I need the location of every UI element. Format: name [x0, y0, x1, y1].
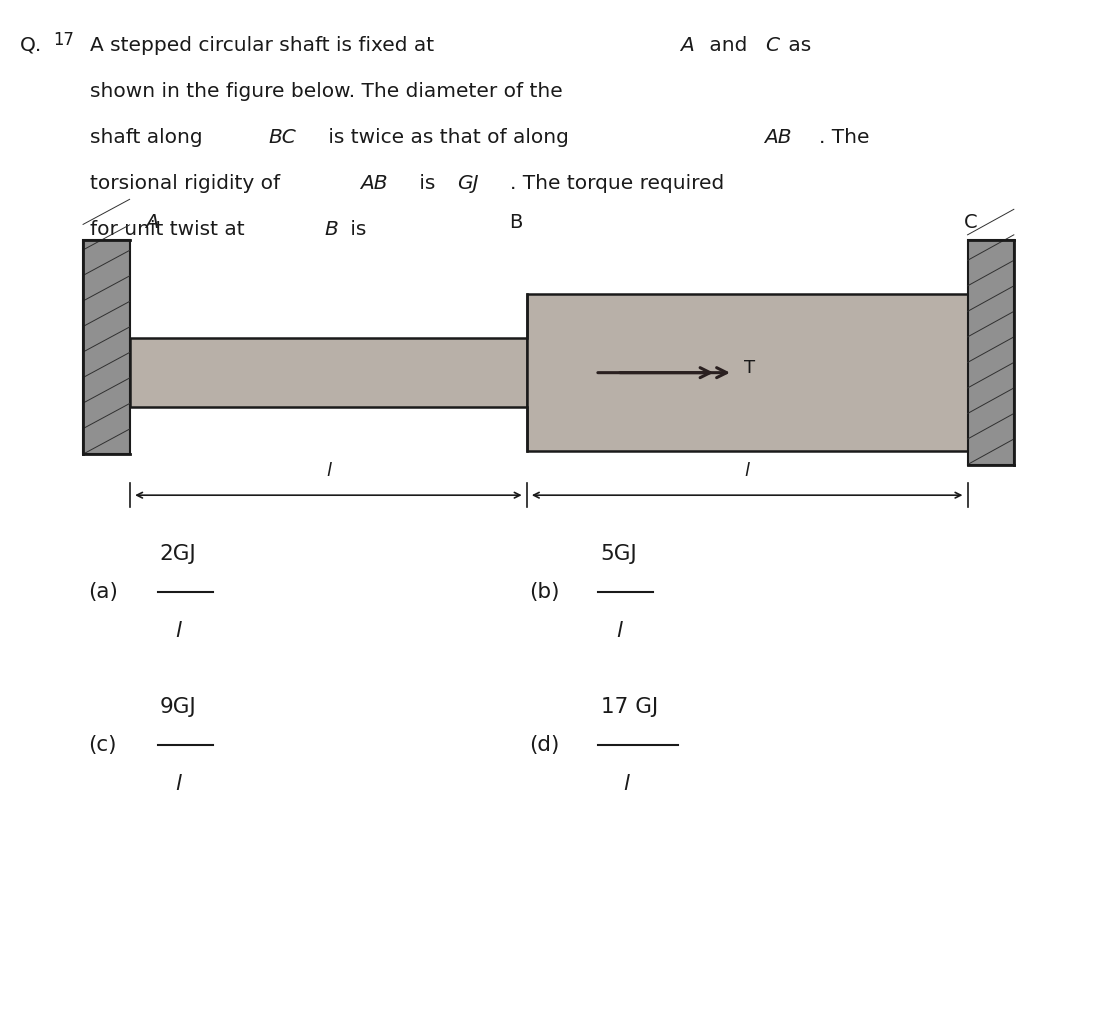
Text: Q.: Q. — [20, 36, 42, 55]
Text: C: C — [964, 212, 977, 232]
Bar — [527, 294, 968, 451]
Text: B: B — [324, 220, 337, 239]
Bar — [968, 240, 1014, 465]
Text: GJ: GJ — [457, 174, 479, 193]
Text: l: l — [175, 621, 182, 641]
Text: (a): (a) — [88, 582, 118, 602]
Text: l: l — [616, 621, 623, 641]
Text: T: T — [744, 358, 755, 377]
Text: AB: AB — [764, 128, 791, 147]
Text: 17 GJ: 17 GJ — [601, 696, 658, 717]
Text: is twice as that of along: is twice as that of along — [322, 128, 575, 147]
Text: 2GJ: 2GJ — [160, 543, 196, 564]
Text: shaft along: shaft along — [90, 128, 209, 147]
Bar — [130, 338, 527, 407]
Text: AB: AB — [360, 174, 388, 193]
Text: B: B — [509, 212, 522, 232]
Text: l: l — [175, 774, 182, 794]
Text: . The torque required: . The torque required — [510, 174, 724, 193]
Text: l: l — [624, 774, 629, 794]
Text: A: A — [680, 36, 693, 55]
Text: torsional rigidity of: torsional rigidity of — [90, 174, 287, 193]
Text: shown in the figure below. The diameter of the: shown in the figure below. The diameter … — [90, 82, 563, 101]
Bar — [83, 240, 130, 454]
Text: C: C — [765, 36, 779, 55]
Text: l: l — [745, 461, 749, 480]
Text: (b): (b) — [529, 582, 560, 602]
Text: . The: . The — [819, 128, 869, 147]
Text: as: as — [782, 36, 812, 55]
Text: (d): (d) — [529, 735, 560, 756]
Text: 9GJ: 9GJ — [160, 696, 196, 717]
Text: (c): (c) — [88, 735, 117, 756]
Text: 5GJ: 5GJ — [601, 543, 637, 564]
Text: l: l — [326, 461, 331, 480]
Text: is: is — [344, 220, 366, 239]
Text: BC: BC — [269, 128, 296, 147]
Text: A stepped circular shaft is fixed at: A stepped circular shaft is fixed at — [90, 36, 441, 55]
Text: for unit twist at: for unit twist at — [90, 220, 251, 239]
Text: and: and — [703, 36, 754, 55]
Text: A: A — [145, 212, 159, 232]
Text: 17: 17 — [53, 31, 74, 49]
Text: is: is — [413, 174, 442, 193]
